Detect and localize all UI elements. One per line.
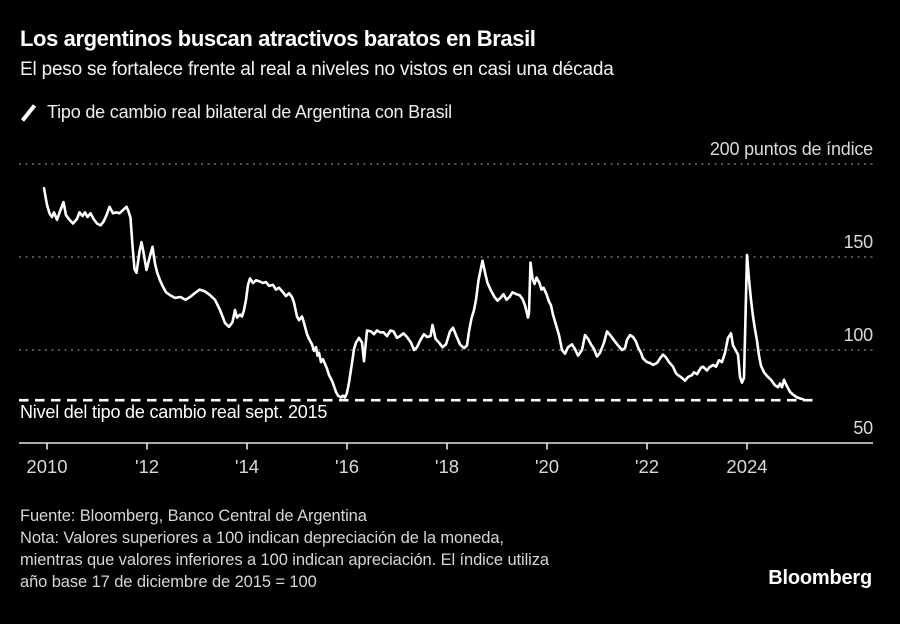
legend: Tipo de cambio real bilateral de Argenti… [20, 102, 452, 123]
x-tick-label-14: '14 [234, 456, 260, 477]
source-note: Fuente: Bloomberg, Banco Central de Arge… [20, 507, 367, 525]
x-tick-label-2024: 2024 [726, 456, 768, 477]
chart-subtitle: El peso se fortalece frente al real a ni… [20, 59, 614, 80]
bloomberg-logo: Bloomberg [768, 567, 872, 589]
note-line: año base 17 de diciembre de 2015 = 100 [20, 573, 317, 591]
x-tick-label-20: '20 [534, 456, 560, 477]
y-tick-label-200: 200 puntos de índice [709, 139, 873, 159]
y-tick-label-50: 50 [853, 418, 873, 438]
series-line-0 [42, 186, 805, 401]
y-tick-label-150: 150 [843, 232, 874, 252]
x-tick-label-22: '22 [634, 456, 660, 477]
legend-label: Tipo de cambio real bilateral de Argenti… [47, 102, 452, 122]
baseline-annotation-label: Nivel del tipo de cambio real sept. 2015 [20, 402, 328, 422]
y-tick-label-100: 100 [843, 325, 874, 345]
x-tick-label-2010: 2010 [26, 456, 68, 477]
note-line: mientras que valores inferiores a 100 in… [20, 551, 549, 569]
x-tick-label-12: '12 [134, 456, 160, 477]
line-series-icon [20, 103, 37, 122]
note-line: Nota: Valores superiores a 100 indican d… [20, 529, 504, 547]
footer: Fuente: Bloomberg, Banco Central de Arge… [20, 505, 549, 593]
x-tick-label-18: '18 [434, 456, 460, 477]
chart-title: Los argentinos buscan atractivos baratos… [20, 26, 536, 51]
x-tick-label-16: '16 [334, 456, 360, 477]
